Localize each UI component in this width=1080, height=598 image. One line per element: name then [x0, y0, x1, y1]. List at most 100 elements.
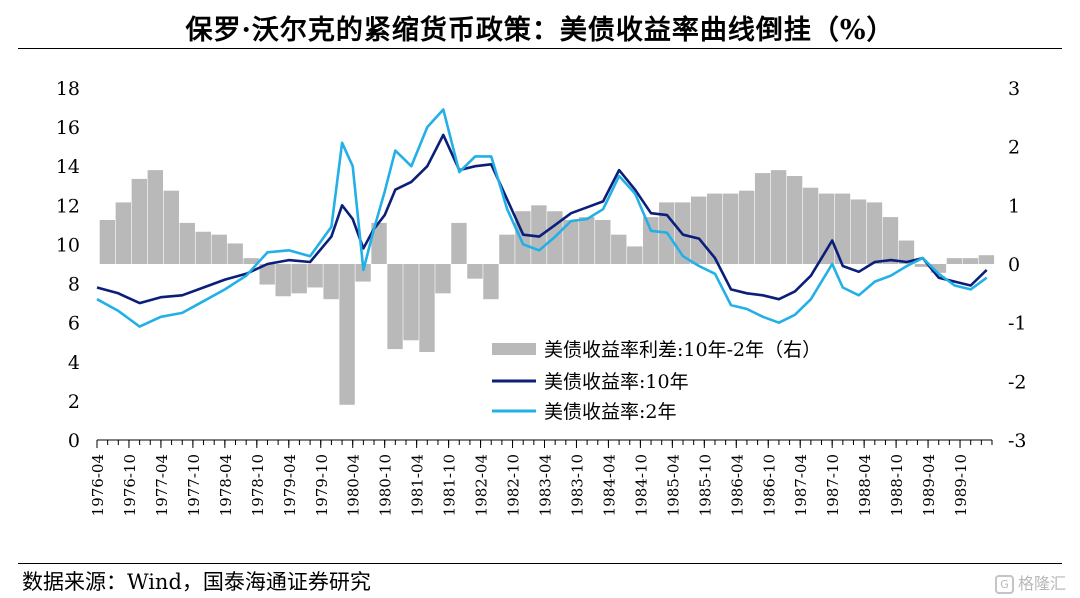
x-tick-label: 1984-10	[632, 454, 650, 516]
spread-bar	[914, 264, 931, 267]
y-right-tick-label: -3	[1008, 430, 1027, 452]
y-right-tick-label: -2	[1008, 371, 1027, 393]
spread-bar	[818, 193, 835, 264]
spread-bar	[179, 222, 195, 264]
x-tick-label: 1978-10	[249, 454, 267, 516]
y-right-tick-label: 3	[1008, 78, 1020, 100]
chart-axes: 1976-04 1976-10 1977-04 1977-10 1978-04 1978-…	[56, 78, 1027, 516]
spread-bar	[738, 190, 755, 264]
y-left-tick-label: 10	[56, 234, 80, 256]
x-tick-label: 1976-10	[121, 454, 139, 516]
legend-label: 美债收益率:10年	[544, 371, 689, 393]
spread-bar	[691, 196, 707, 264]
line-10y	[96, 133, 988, 305]
watermark-logo-icon: G	[994, 575, 1014, 594]
y-right-tick-label: 0	[1008, 254, 1020, 276]
spread-bars	[99, 170, 995, 405]
y-left-tick-label: 16	[56, 117, 80, 139]
spread-bar	[802, 187, 819, 264]
spread-bar	[147, 170, 163, 264]
spread-bar	[595, 220, 611, 264]
spread-bar	[499, 234, 515, 264]
spread-bar	[643, 217, 659, 264]
x-tick-label: 1986-10	[760, 454, 778, 516]
spread-bar	[227, 243, 243, 264]
y-left-tick-label: 2	[68, 391, 80, 413]
footer-divider	[18, 563, 1062, 564]
x-tick-label: 1989-10	[952, 454, 970, 516]
x-tick-label: 1979-04	[281, 454, 299, 516]
legend-label: 美债收益率:2年	[544, 401, 677, 423]
x-tick-label: 1984-04	[600, 454, 618, 516]
x-tick-label: 1985-10	[696, 454, 714, 516]
spread-bar	[387, 264, 403, 350]
spread-bar	[467, 264, 483, 279]
spread-bar	[706, 193, 723, 264]
y-left-tick-label: 8	[68, 274, 80, 296]
spread-bar	[786, 176, 803, 264]
x-tick-label: 1981-10	[441, 454, 459, 516]
spread-bar	[115, 202, 132, 264]
spread-bar	[722, 193, 739, 264]
source-note: 数据来源：Wind，国泰海通证券研究	[22, 570, 371, 594]
x-tick-label: 1979-10	[313, 454, 331, 516]
y-left-tick-label: 4	[68, 352, 80, 374]
x-tick-label: 1982-04	[473, 454, 491, 516]
x-tick-label: 1985-04	[664, 454, 682, 516]
legend-swatch-spread	[492, 343, 536, 355]
x-tick-label: 1980-10	[377, 454, 395, 516]
y-left-tick-label: 0	[68, 430, 80, 452]
spread-bar	[850, 199, 867, 264]
y-left-tick-label: 14	[56, 156, 80, 178]
spread-bar	[307, 264, 323, 288]
spread-bar	[99, 220, 116, 264]
spread-bar	[866, 202, 883, 264]
spread-bar	[403, 264, 419, 341]
spread-bar	[754, 173, 771, 264]
spread-bar	[962, 258, 979, 264]
x-tick-label: 1988-04	[856, 454, 874, 516]
x-tick-label: 1983-04	[537, 454, 555, 516]
legend-label: 美债收益率利差:10年-2年（右）	[544, 339, 821, 361]
spread-bar	[579, 217, 595, 264]
spread-bar	[627, 246, 643, 264]
y-left-tick-label: 6	[68, 313, 80, 335]
spread-bar	[131, 178, 148, 264]
yield-lines	[96, 108, 988, 328]
spread-bar	[930, 264, 947, 273]
spread-bar	[371, 222, 387, 264]
y-right-tick-label: -1	[1008, 313, 1027, 335]
chart-title: 保罗·沃尔克的紧缩货币政策：美债收益率曲线倒挂（%）	[185, 15, 895, 46]
spread-bar	[770, 170, 787, 264]
x-tick-label: 1977-10	[185, 454, 203, 516]
y-left-tick-label: 18	[56, 78, 80, 100]
y-right-tick-label: 1	[1008, 195, 1020, 217]
watermark-text: 格隆汇	[1017, 574, 1066, 593]
spread-bar	[978, 255, 995, 264]
spread-bar	[323, 264, 339, 300]
x-tick-label: 1978-04	[217, 454, 235, 516]
y-left-tick-label: 12	[56, 195, 80, 217]
spread-bar	[563, 220, 579, 264]
spread-bar	[195, 231, 211, 264]
spread-bar	[882, 217, 899, 264]
spread-bar	[355, 264, 371, 282]
spread-bar	[211, 234, 227, 264]
spread-bar	[275, 264, 291, 297]
spread-bar	[419, 264, 435, 352]
spread-bar	[611, 234, 627, 264]
x-tick-label: 1987-04	[792, 454, 810, 516]
spread-bar	[451, 222, 467, 264]
spread-bar	[163, 190, 179, 264]
x-tick-label: 1976-04	[89, 454, 107, 516]
y-right-tick-label: 2	[1008, 137, 1020, 159]
spread-bar	[834, 193, 851, 264]
x-tick-label: 1986-04	[728, 454, 746, 516]
spread-bar	[339, 264, 355, 405]
x-tick-label: 1988-10	[888, 454, 906, 516]
spread-bar	[435, 264, 451, 294]
x-tick-label: 1989-04	[920, 454, 938, 516]
x-tick-label: 1987-10	[824, 454, 842, 516]
